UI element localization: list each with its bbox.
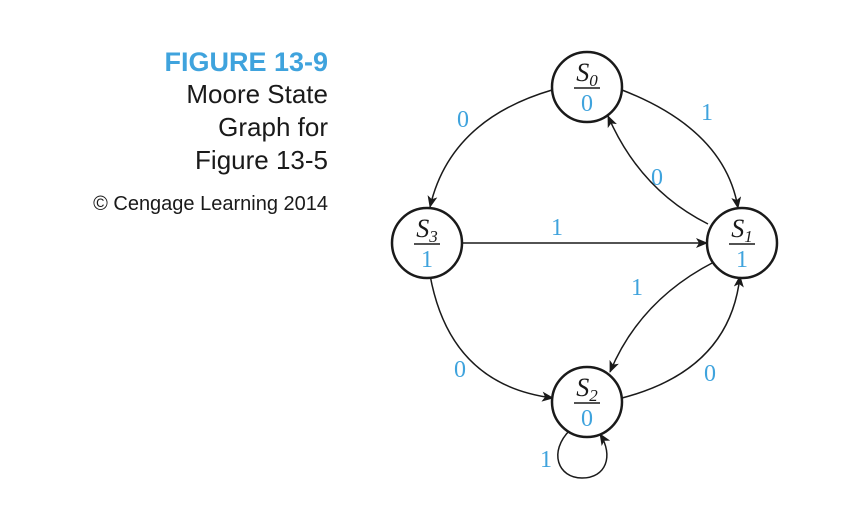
- edge-label-s0-s1: 1: [701, 100, 713, 126]
- state-s2-subscript: 2: [589, 386, 598, 405]
- edge-label-s1-s0: 0: [651, 165, 663, 191]
- state-s0-name: S: [576, 58, 589, 87]
- edge-s1-to-s2: [609, 261, 715, 373]
- state-s0-label: S0: [576, 58, 598, 90]
- state-s3-name: S: [416, 214, 429, 243]
- state-s1-subscript: 1: [744, 227, 753, 246]
- state-s1-output: 1: [736, 247, 748, 273]
- edge-s2-to-s1: [621, 275, 744, 399]
- edge-label-s0-s3: 0: [457, 107, 469, 133]
- state-s3-subscript: 3: [428, 227, 438, 246]
- state-s3-circle: [390, 206, 464, 280]
- edge-s2-self-loop: [557, 429, 611, 479]
- state-s2: S2 0: [550, 365, 624, 439]
- state-s0-circle: [550, 50, 624, 124]
- figure-title-line-3: Figure 13-5: [195, 145, 328, 175]
- state-s0: S0 0: [550, 50, 624, 124]
- state-s1-label: S1: [731, 214, 753, 246]
- state-s3-output: 1: [421, 247, 433, 273]
- state-s3-label: S3: [416, 214, 438, 246]
- edge-label-s1-s2: 1: [631, 275, 643, 301]
- state-s2-name: S: [576, 373, 589, 402]
- edge-s1-to-s0: [607, 115, 709, 225]
- state-s3: S3 1: [390, 206, 464, 280]
- state-s0-output: 0: [581, 91, 593, 117]
- figure-caption: FIGURE 13-9 Moore State Graph for Figure…: [93, 46, 328, 217]
- state-s0-subscript: 0: [589, 71, 598, 90]
- edge-s3-to-s2: [429, 274, 554, 402]
- copyright-credit: © Cengage Learning 2014: [93, 193, 328, 215]
- edge-label-s2-s1: 0: [704, 361, 716, 387]
- state-s1-circle: [705, 206, 779, 280]
- edge-label-s3-s1: 1: [551, 215, 563, 241]
- edge-s0-to-s3: [427, 89, 553, 208]
- state-s1: S1 1: [705, 206, 779, 280]
- state-s2-label: S2: [576, 373, 598, 405]
- figure-title-line-2: Graph for: [218, 112, 328, 142]
- state-s2-output: 0: [581, 406, 593, 432]
- edge-label-s2-s2: 1: [540, 447, 552, 473]
- state-s2-circle: [550, 365, 624, 439]
- figure-number: FIGURE 13-9: [164, 47, 328, 77]
- figure-title-line-1: Moore State: [186, 79, 328, 109]
- state-s1-name: S: [731, 214, 744, 243]
- edge-s0-to-s1: [621, 89, 742, 209]
- edge-label-s3-s2: 0: [454, 357, 466, 383]
